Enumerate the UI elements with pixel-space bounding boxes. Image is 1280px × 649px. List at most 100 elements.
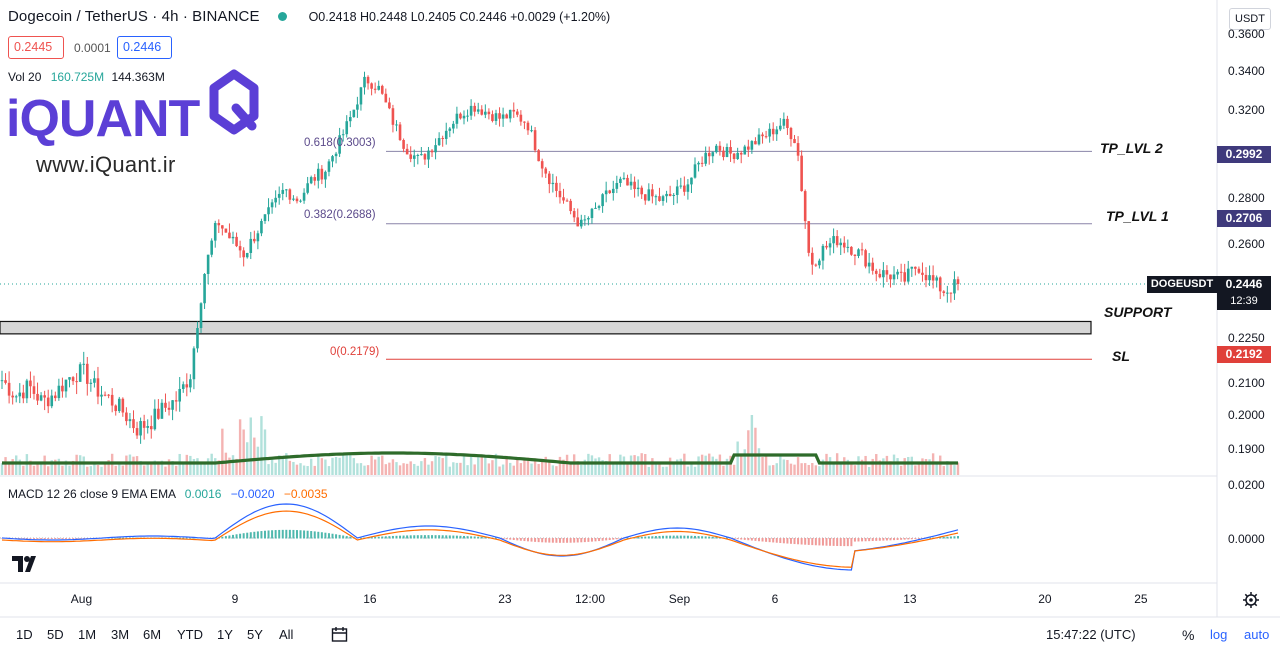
candle-body bbox=[882, 270, 885, 278]
macd-histogram-bar bbox=[754, 538, 757, 541]
auto-toggle[interactable]: auto bbox=[1244, 627, 1270, 642]
range-button-1d[interactable]: 1D bbox=[16, 627, 33, 642]
volume-bar bbox=[331, 457, 334, 475]
range-button-6m[interactable]: 6M bbox=[143, 627, 162, 642]
candle-body bbox=[683, 185, 686, 192]
candle-body bbox=[331, 156, 334, 162]
currency-button[interactable]: USDT bbox=[1229, 8, 1271, 30]
range-button-1y[interactable]: 1Y bbox=[217, 627, 233, 642]
volume-bar bbox=[565, 454, 569, 475]
range-button-3m[interactable]: 3M bbox=[111, 627, 130, 642]
candle-body bbox=[729, 146, 732, 154]
volume-bar bbox=[416, 465, 420, 475]
time-tick-label: 20 bbox=[1038, 592, 1052, 606]
macd-histogram-bar bbox=[832, 538, 835, 546]
volume-bar bbox=[182, 461, 185, 475]
candle-body bbox=[231, 236, 235, 239]
clock-time[interactable]: 15:47:22 (UTC) bbox=[1046, 627, 1136, 642]
macd-histogram-bar bbox=[271, 530, 274, 539]
candle-body bbox=[665, 193, 668, 197]
iquant-site-url: www.iQuant.ir bbox=[36, 152, 176, 177]
macd-histogram-bar bbox=[29, 538, 32, 539]
volume-bar bbox=[249, 417, 252, 475]
macd-histogram-bar bbox=[900, 538, 903, 540]
volume-bar bbox=[853, 465, 857, 475]
symbol-title[interactable]: Dogecoin / TetherUS · 4h · BINANCE bbox=[8, 8, 260, 25]
candle-body bbox=[508, 109, 512, 119]
candle-body bbox=[203, 273, 206, 304]
range-button-ytd[interactable]: YTD bbox=[177, 627, 203, 642]
macd-legend[interactable]: MACD 12 26 close 9 EMA EMA 0.0016 −0.002… bbox=[8, 487, 328, 501]
macd-histogram-bar bbox=[544, 538, 547, 543]
candle-body bbox=[395, 124, 398, 126]
volume-bar bbox=[327, 466, 331, 475]
volume-bar bbox=[235, 458, 238, 475]
macd-histogram-bar bbox=[576, 538, 579, 543]
volume-bar bbox=[309, 458, 313, 475]
volume-bar bbox=[647, 466, 651, 475]
bottom-toolbar: 1D 5D 1M 3M 6M YTD 1Y 5Y All 15:47:22 (UTC) % lo… bbox=[0, 618, 1280, 649]
chart-settings-icon[interactable] bbox=[1242, 591, 1260, 609]
volume-bar bbox=[363, 465, 366, 475]
volume-bar bbox=[281, 458, 284, 475]
volume-legend[interactable]: Vol 20 160.725M 144.363M bbox=[8, 70, 165, 84]
candle-body bbox=[199, 303, 203, 329]
volume-bar bbox=[700, 454, 704, 475]
volume-bar bbox=[711, 456, 714, 475]
candle-body bbox=[437, 138, 441, 146]
range-button-5d[interactable]: 5D bbox=[47, 627, 64, 642]
macd-histogram-bar bbox=[182, 537, 185, 539]
candle-body bbox=[135, 428, 139, 436]
range-button-5y[interactable]: 5Y bbox=[247, 627, 263, 642]
candle-body bbox=[174, 400, 178, 402]
volume-bar bbox=[4, 457, 7, 475]
range-button-all[interactable]: All bbox=[279, 627, 294, 642]
candle-body bbox=[814, 264, 818, 266]
macd-histogram-bar bbox=[68, 538, 71, 539]
candle-body bbox=[949, 292, 953, 294]
volume-bar bbox=[871, 458, 874, 475]
candle-body bbox=[658, 196, 661, 202]
candle-body bbox=[100, 394, 103, 397]
candle-body bbox=[242, 250, 245, 258]
candle-body bbox=[732, 153, 736, 160]
candle-body bbox=[924, 274, 928, 281]
candle-body bbox=[103, 394, 107, 396]
candle-body bbox=[54, 395, 57, 399]
volume-bar bbox=[519, 463, 523, 475]
percent-toggle[interactable]: % bbox=[1182, 627, 1195, 643]
candle-body bbox=[409, 154, 412, 159]
candle-body bbox=[263, 214, 267, 221]
candle-body bbox=[324, 171, 327, 180]
volume-bar bbox=[50, 460, 53, 475]
candle-body bbox=[249, 238, 253, 253]
candle-body bbox=[622, 177, 626, 179]
volume-bar bbox=[405, 463, 409, 475]
macd-histogram-bar bbox=[331, 533, 334, 539]
macd-histogram-bar bbox=[317, 531, 320, 539]
macd-histogram-bar bbox=[651, 536, 654, 539]
buy-price-box[interactable]: 0.2446 bbox=[117, 36, 172, 59]
macd-histogram-bar bbox=[75, 538, 78, 539]
range-button-1m[interactable]: 1M bbox=[78, 627, 97, 642]
macd-histogram-bar bbox=[473, 536, 476, 539]
volume-bar bbox=[501, 464, 505, 475]
calendar-icon[interactable] bbox=[331, 626, 348, 642]
volume-bar bbox=[803, 463, 807, 475]
sell-price-box[interactable]: 0.2445 bbox=[8, 36, 64, 59]
volume-bar bbox=[480, 456, 483, 475]
candle-body bbox=[167, 407, 171, 410]
candle-body bbox=[142, 421, 146, 428]
candle-body bbox=[459, 113, 462, 119]
tradingview-logo-icon[interactable] bbox=[10, 552, 38, 574]
volume-bar bbox=[334, 457, 338, 475]
volume-bar bbox=[612, 461, 615, 475]
volume-bar bbox=[206, 458, 210, 475]
volume-bar bbox=[857, 456, 860, 475]
volume-bar bbox=[793, 464, 796, 475]
log-toggle[interactable]: log bbox=[1210, 627, 1228, 642]
volume-bar bbox=[118, 462, 121, 475]
volume-bar bbox=[192, 458, 196, 475]
